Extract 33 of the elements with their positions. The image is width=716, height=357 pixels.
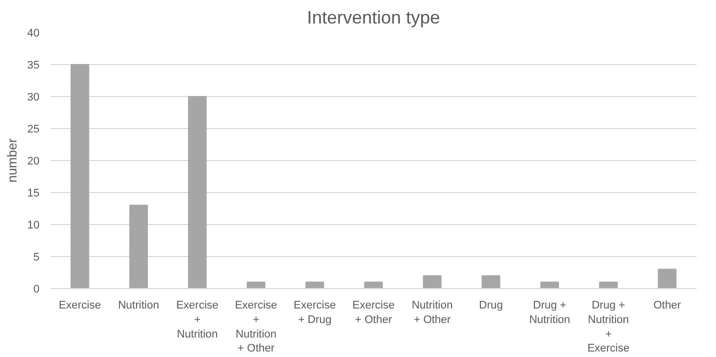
y-tick-label: 40 <box>27 28 40 40</box>
x-tick-label: Exercise + Nutrition <box>176 300 218 340</box>
bar <box>658 268 676 288</box>
x-tick-label: Exercise + Other <box>352 300 395 326</box>
x-tick-label: Exercise + Nutrition + Other <box>234 300 278 355</box>
bar <box>540 282 559 288</box>
bar <box>188 96 207 288</box>
x-tick-label: Other <box>653 300 682 312</box>
x-tick-label: Nutrition <box>118 300 160 312</box>
y-tick-label: 35 <box>27 60 40 72</box>
x-tick-label: Exercise + Drug <box>294 300 336 326</box>
bar <box>422 275 442 288</box>
bar <box>305 282 324 288</box>
bar <box>129 204 148 288</box>
y-tick-label: 25 <box>27 124 40 136</box>
y-tick-label: 30 <box>27 92 40 104</box>
x-tick-label: Drug <box>479 300 503 312</box>
y-tick-label: 15 <box>27 188 40 200</box>
y-axis-title: number <box>4 138 20 183</box>
bar <box>599 282 618 288</box>
x-tick-label: Drug + Nutrition <box>529 300 570 326</box>
bar <box>364 282 383 288</box>
x-tick-label: Drug + Nutrition + Exercise <box>587 300 630 355</box>
y-tick-label: 0 <box>33 284 40 296</box>
y-tick-label: 20 <box>27 156 40 168</box>
y-tick-label: 10 <box>27 220 40 232</box>
bar <box>246 282 266 288</box>
x-tick-label: Nutrition + Other <box>412 300 453 326</box>
x-tick-label: Exercise <box>58 300 101 312</box>
bar <box>482 275 500 288</box>
bar <box>70 64 90 288</box>
y-tick-label: 5 <box>33 252 40 264</box>
chart-title: Intervention type <box>306 8 440 28</box>
